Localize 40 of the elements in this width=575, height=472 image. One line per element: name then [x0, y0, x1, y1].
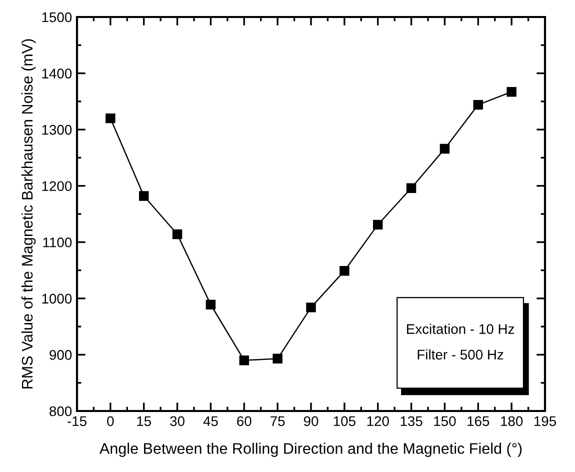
point	[372, 220, 383, 230]
point	[206, 300, 216, 310]
annotation: Filter - 500 Hz	[418, 349, 504, 360]
y-tick-label: 800	[50, 406, 72, 416]
x-tick-label: 45	[203, 416, 218, 426]
x-tick-label: 135	[400, 416, 422, 426]
point	[172, 229, 182, 240]
x-tick-label: 30	[170, 416, 184, 426]
point	[473, 100, 484, 110]
x-tick-label: 75	[270, 416, 285, 426]
y-tick-label: 1200	[42, 181, 72, 192]
x-tick-label: 15	[137, 416, 151, 426]
point	[306, 302, 316, 312]
y-tick-label: 1000	[42, 294, 72, 304]
point	[340, 266, 350, 276]
x-tick-label: -15	[68, 416, 86, 426]
x-axis-title: Angle Between the Rolling Direction and the Magnetic Field (°)	[100, 442, 522, 457]
point	[106, 113, 116, 124]
point	[239, 355, 250, 366]
point	[138, 191, 149, 201]
x-tick-label: 0	[107, 416, 114, 426]
y-tick-label: 1500	[42, 12, 72, 22]
point	[272, 354, 282, 364]
point	[406, 183, 416, 193]
x-tick-label: 150	[434, 416, 456, 426]
y-axis-title: RMS Value of the Magnetic Barkhausen Noise (mV)	[21, 39, 36, 388]
x-tick-label: 180	[501, 416, 523, 426]
x-tick-label: 165	[468, 416, 490, 426]
annotation: Excitation - 10 Hz	[407, 324, 514, 334]
point	[440, 144, 450, 154]
y-tick-label: 1400	[42, 68, 72, 78]
x-tick-label: 105	[334, 416, 356, 426]
y-tick-label: 1300	[42, 124, 72, 135]
x-tick-label: 60	[237, 416, 252, 426]
x-tick-label: 195	[534, 416, 556, 426]
y-tick-label: 900	[50, 350, 72, 360]
y-tick-label: 1100	[43, 237, 72, 248]
x-tick-label: 120	[367, 416, 389, 426]
point	[506, 87, 516, 97]
x-tick-label: 90	[304, 416, 318, 426]
